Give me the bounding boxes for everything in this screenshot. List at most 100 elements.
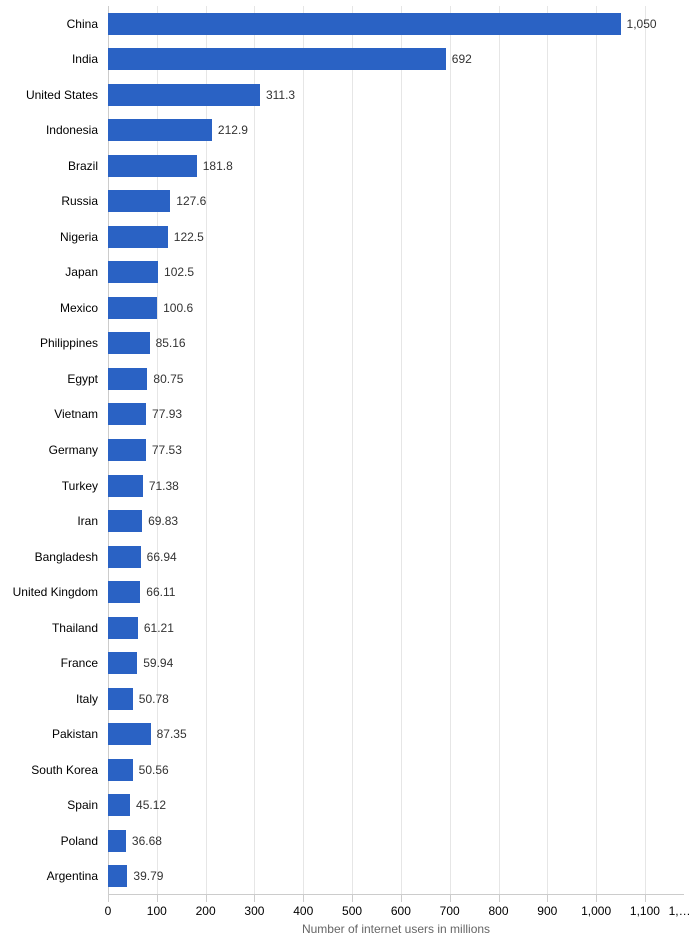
grid-line	[401, 6, 402, 894]
grid-line	[450, 6, 451, 894]
x-tick-label: 500	[342, 904, 362, 918]
bar	[108, 155, 197, 177]
bar	[108, 510, 142, 532]
bar-value-label: 311.3	[266, 88, 295, 102]
bar-value-label: 1,050	[627, 17, 657, 31]
bar-value-label: 87.35	[157, 727, 187, 741]
bar-value-label: 77.53	[152, 443, 182, 457]
bar-value-label: 212.9	[218, 123, 248, 137]
x-tick-mark	[254, 894, 255, 902]
x-tick-label: 100	[147, 904, 167, 918]
bar-value-label: 102.5	[164, 265, 194, 279]
y-axis-category-label: Russia	[61, 194, 98, 208]
bar	[108, 581, 140, 603]
bar-value-label: 181.8	[203, 159, 233, 173]
bar	[108, 261, 158, 283]
bar	[108, 475, 143, 497]
bar-chart: 1,050 692 311.3 212.9 181.8 127.6 122.5 102.5 10…	[0, 0, 700, 948]
x-tick-label: 900	[537, 904, 557, 918]
grid-line	[596, 6, 597, 894]
grid-line	[352, 6, 353, 894]
bar	[108, 723, 151, 745]
bar	[108, 439, 146, 461]
x-tick-label: 400	[293, 904, 313, 918]
y-axis-category-label: Bangladesh	[35, 550, 98, 564]
bar-value-label: 77.93	[152, 407, 182, 421]
y-axis-category-label: Nigeria	[60, 230, 98, 244]
x-tick-label: 0	[105, 904, 112, 918]
y-axis-category-label: China	[67, 17, 98, 31]
bar	[108, 688, 133, 710]
bar	[108, 617, 138, 639]
y-axis-category-label: Vietnam	[54, 407, 98, 421]
grid-line	[645, 6, 646, 894]
bar-value-label: 66.11	[146, 585, 175, 599]
x-tick-label: 1,000	[581, 904, 611, 918]
bar	[108, 403, 146, 425]
x-tick-mark	[450, 894, 451, 902]
x-tick-label: 600	[391, 904, 411, 918]
bar-value-label: 69.83	[148, 514, 178, 528]
bar	[108, 759, 133, 781]
bar	[108, 830, 126, 852]
bar	[108, 48, 446, 70]
y-axis-category-label: Spain	[67, 798, 98, 812]
bar-value-label: 127.6	[176, 194, 206, 208]
bar	[108, 119, 212, 141]
y-axis-category-label: Thailand	[52, 621, 98, 635]
bar-value-label: 61.21	[144, 621, 174, 635]
x-tick-mark	[401, 894, 402, 902]
x-tick-mark	[206, 894, 207, 902]
x-tick-mark	[547, 894, 548, 902]
x-tick-mark	[157, 894, 158, 902]
bar-value-label: 50.56	[139, 763, 169, 777]
grid-line	[254, 6, 255, 894]
bar-value-label: 80.75	[153, 372, 183, 386]
x-axis-line	[108, 894, 684, 895]
y-axis-category-label: Italy	[76, 692, 98, 706]
y-axis-category-label: United States	[26, 88, 98, 102]
grid-line	[499, 6, 500, 894]
grid-line	[547, 6, 548, 894]
x-tick-label: 300	[244, 904, 264, 918]
bar-value-label: 59.94	[143, 656, 173, 670]
bar-value-label: 45.12	[136, 798, 166, 812]
y-axis-category-label: Philippines	[40, 336, 98, 350]
bar-value-label: 50.78	[139, 692, 169, 706]
bar	[108, 13, 621, 35]
bar	[108, 865, 127, 887]
x-tick-label: 200	[196, 904, 216, 918]
x-tick-mark	[645, 894, 646, 902]
bar	[108, 794, 130, 816]
bar-value-label: 692	[452, 52, 472, 66]
y-axis-category-label: Egypt	[67, 372, 98, 386]
bar	[108, 368, 147, 390]
y-axis-category-label: France	[61, 656, 98, 670]
x-tick-label-trailing: 1,…	[669, 904, 691, 918]
y-axis-category-label: Turkey	[62, 479, 98, 493]
bar	[108, 546, 141, 568]
bar	[108, 332, 150, 354]
y-axis-category-label: Poland	[61, 834, 98, 848]
y-axis-category-label: India	[72, 52, 98, 66]
y-axis-category-label: Indonesia	[46, 123, 98, 137]
bar	[108, 652, 137, 674]
bar	[108, 297, 157, 319]
x-tick-mark	[352, 894, 353, 902]
bar-value-label: 71.38	[149, 479, 179, 493]
x-tick-label: 800	[488, 904, 508, 918]
y-axis-category-label: Germany	[49, 443, 98, 457]
x-tick-label: 700	[440, 904, 460, 918]
bar-value-label: 66.94	[147, 550, 177, 564]
y-axis-category-label: Mexico	[60, 301, 98, 315]
x-tick-mark	[596, 894, 597, 902]
y-axis-category-label: South Korea	[31, 763, 98, 777]
bar-value-label: 122.5	[174, 230, 204, 244]
y-axis-category-label: Pakistan	[52, 727, 98, 741]
x-axis-title: Number of internet users in millions	[302, 922, 490, 936]
bar-value-label: 36.68	[132, 834, 162, 848]
y-axis-category-label: Brazil	[68, 159, 98, 173]
plot-area: 1,050 692 311.3 212.9 181.8 127.6 122.5 102.5 10…	[108, 6, 684, 894]
y-axis-category-label: Japan	[65, 265, 98, 279]
bar-value-label: 100.6	[163, 301, 193, 315]
